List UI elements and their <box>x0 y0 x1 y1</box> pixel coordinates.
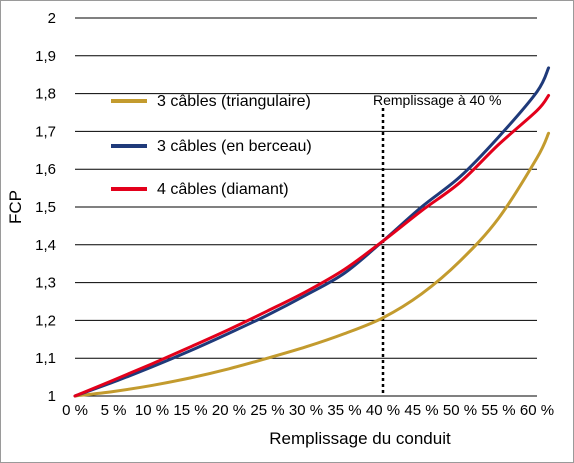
y-tick-label: 1,9 <box>35 48 56 65</box>
y-tick-labels: 1 1,1 1,2 1,3 1,4 1,5 1,6 1,7 1,8 1,9 2 <box>35 10 56 405</box>
y-tick-label: 1,3 <box>35 275 56 292</box>
annotation-label: Remplissage à 40 % <box>373 92 501 108</box>
y-tick-label: 1,7 <box>35 123 56 140</box>
legend: 3 câbles (triangulaire) 3 câbles (en berc… <box>111 93 312 198</box>
x-tick-label: 50 % <box>443 402 477 419</box>
x-tick-label: 30 % <box>289 402 323 419</box>
y-tick-label: 1,1 <box>35 350 56 367</box>
y-axis-title: FCP <box>6 190 25 224</box>
x-tick-label: 55 % <box>481 402 515 419</box>
x-tick-label: 20 % <box>212 402 246 419</box>
y-tick-label: 1,6 <box>35 161 56 178</box>
legend-label: 3 câbles (en berceau) <box>157 138 312 155</box>
x-tick-label: 5 % <box>101 402 127 419</box>
x-tick-label: 0 % <box>62 402 88 419</box>
y-tick-label: 1,4 <box>35 237 56 254</box>
y-tick-label: 1,5 <box>35 199 56 216</box>
series-line <box>73 131 551 398</box>
y-tick-label: 1,8 <box>35 86 56 103</box>
x-tick-label: 15 % <box>173 402 207 419</box>
y-tick-label: 2 <box>48 10 56 27</box>
x-tick-label: 40 % <box>366 402 400 419</box>
grid-lines <box>75 17 537 397</box>
x-tick-labels: 0 % 5 % 10 % 15 % 20 % 25 % 30 % 35 % 40 % 45 % 50… <box>62 402 554 419</box>
x-tick-label: 45 % <box>404 402 438 419</box>
x-tick-label: 25 % <box>250 402 284 419</box>
legend-label: 4 câbles (diamant) <box>157 181 289 198</box>
legend-label: 3 câbles (triangulaire) <box>157 93 311 110</box>
series-line <box>73 66 551 398</box>
x-axis-title: Remplissage du conduit <box>269 429 451 448</box>
y-tick-label: 1 <box>48 388 56 405</box>
x-tick-label: 60 % <box>520 402 554 419</box>
y-tick-label: 1,2 <box>35 312 56 329</box>
x-tick-label: 10 % <box>135 402 169 419</box>
series-lines <box>73 66 551 398</box>
series-line <box>73 93 551 398</box>
x-tick-label: 35 % <box>327 402 361 419</box>
